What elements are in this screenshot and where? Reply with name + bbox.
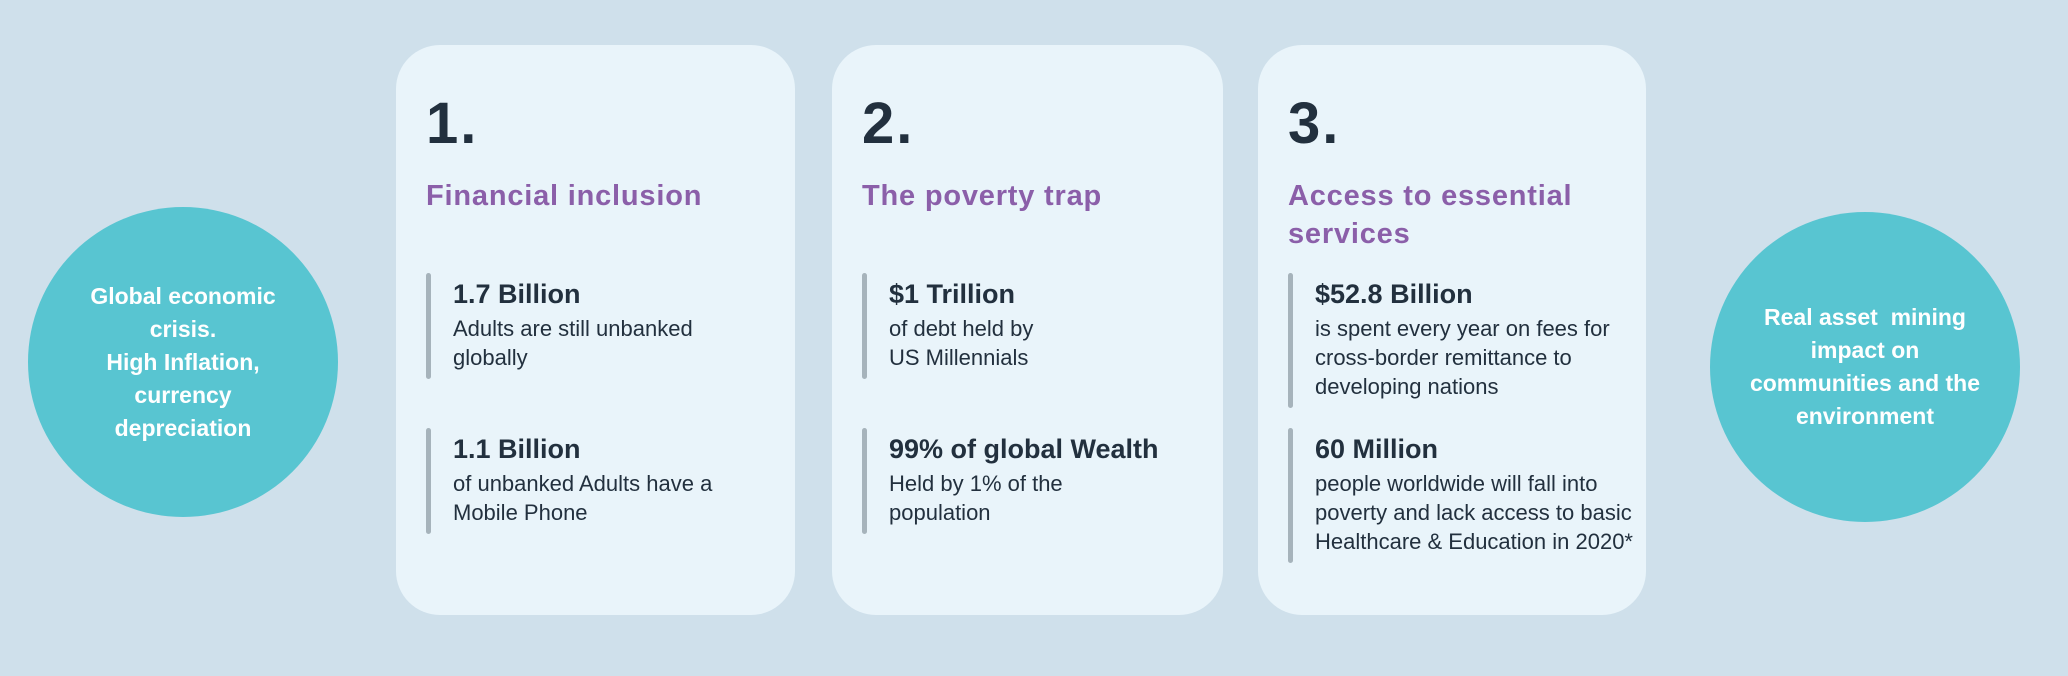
card-number: 3. (1288, 91, 1341, 156)
stat-accent-bar (1288, 428, 1293, 563)
stat-description: people worldwide will fall into poverty … (1315, 471, 1633, 554)
stat-description: of debt held by US Millennials (889, 316, 1034, 370)
stat-accent-bar (426, 273, 431, 379)
left-context-circle: Global economic crisis. High Inflation, … (28, 207, 338, 517)
stat-item: 1.7 Billion Adults are still unbanked gl… (426, 273, 789, 379)
stat-description: Held by 1% of the population (889, 471, 1063, 525)
stat-item: $1 Trillion of debt held by US Millennia… (862, 273, 1217, 379)
stat-item: 1.1 Billion of unbanked Adults have a Mo… (426, 428, 789, 534)
stat-accent-bar (1288, 273, 1293, 408)
card-financial-inclusion: 1. Financial inclusion 1.7 Billion Adult… (396, 45, 795, 615)
stat-value: 1.1 Billion (453, 434, 581, 464)
stat-value: 60 Million (1315, 434, 1439, 464)
stat-description: is spent every year on fees for cross-bo… (1315, 316, 1610, 399)
card-poverty-trap: 2. The poverty trap $1 Trillion of debt … (832, 45, 1223, 615)
stat-value: 99% of global Wealth (889, 434, 1159, 464)
stat-value: $1 Trillion (889, 279, 1016, 309)
stat-item: 60 Million people worldwide will fall in… (1288, 428, 1640, 563)
stat-value: $52.8 Billion (1315, 279, 1473, 309)
card-title: Financial inclusion (426, 180, 703, 212)
card-number: 1. (426, 91, 479, 156)
stat-accent-bar (862, 273, 867, 379)
right-context-circle: Real asset mining impact on communities … (1710, 212, 2020, 522)
stat-accent-bar (426, 428, 431, 534)
card-title: Access to essential services (1288, 180, 1573, 250)
stat-accent-bar (862, 428, 867, 534)
stat-item: $52.8 Billion is spent every year on fee… (1288, 273, 1640, 408)
right-circle-text: Real asset mining impact on communities … (1749, 304, 1981, 429)
stat-description: Adults are still unbanked globally (453, 316, 693, 370)
stat-description: of unbanked Adults have a Mobile Phone (453, 471, 713, 525)
left-circle-text: Global economic crisis. High Inflation, … (90, 282, 276, 441)
card-number: 2. (862, 91, 915, 156)
card-title: The poverty trap (862, 180, 1103, 212)
stat-item: 99% of global Wealth Held by 1% of the p… (862, 428, 1217, 534)
card-access-essential-services: 3. Access to essential services $52.8 Bi… (1258, 45, 1646, 615)
stat-value: 1.7 Billion (453, 279, 581, 309)
